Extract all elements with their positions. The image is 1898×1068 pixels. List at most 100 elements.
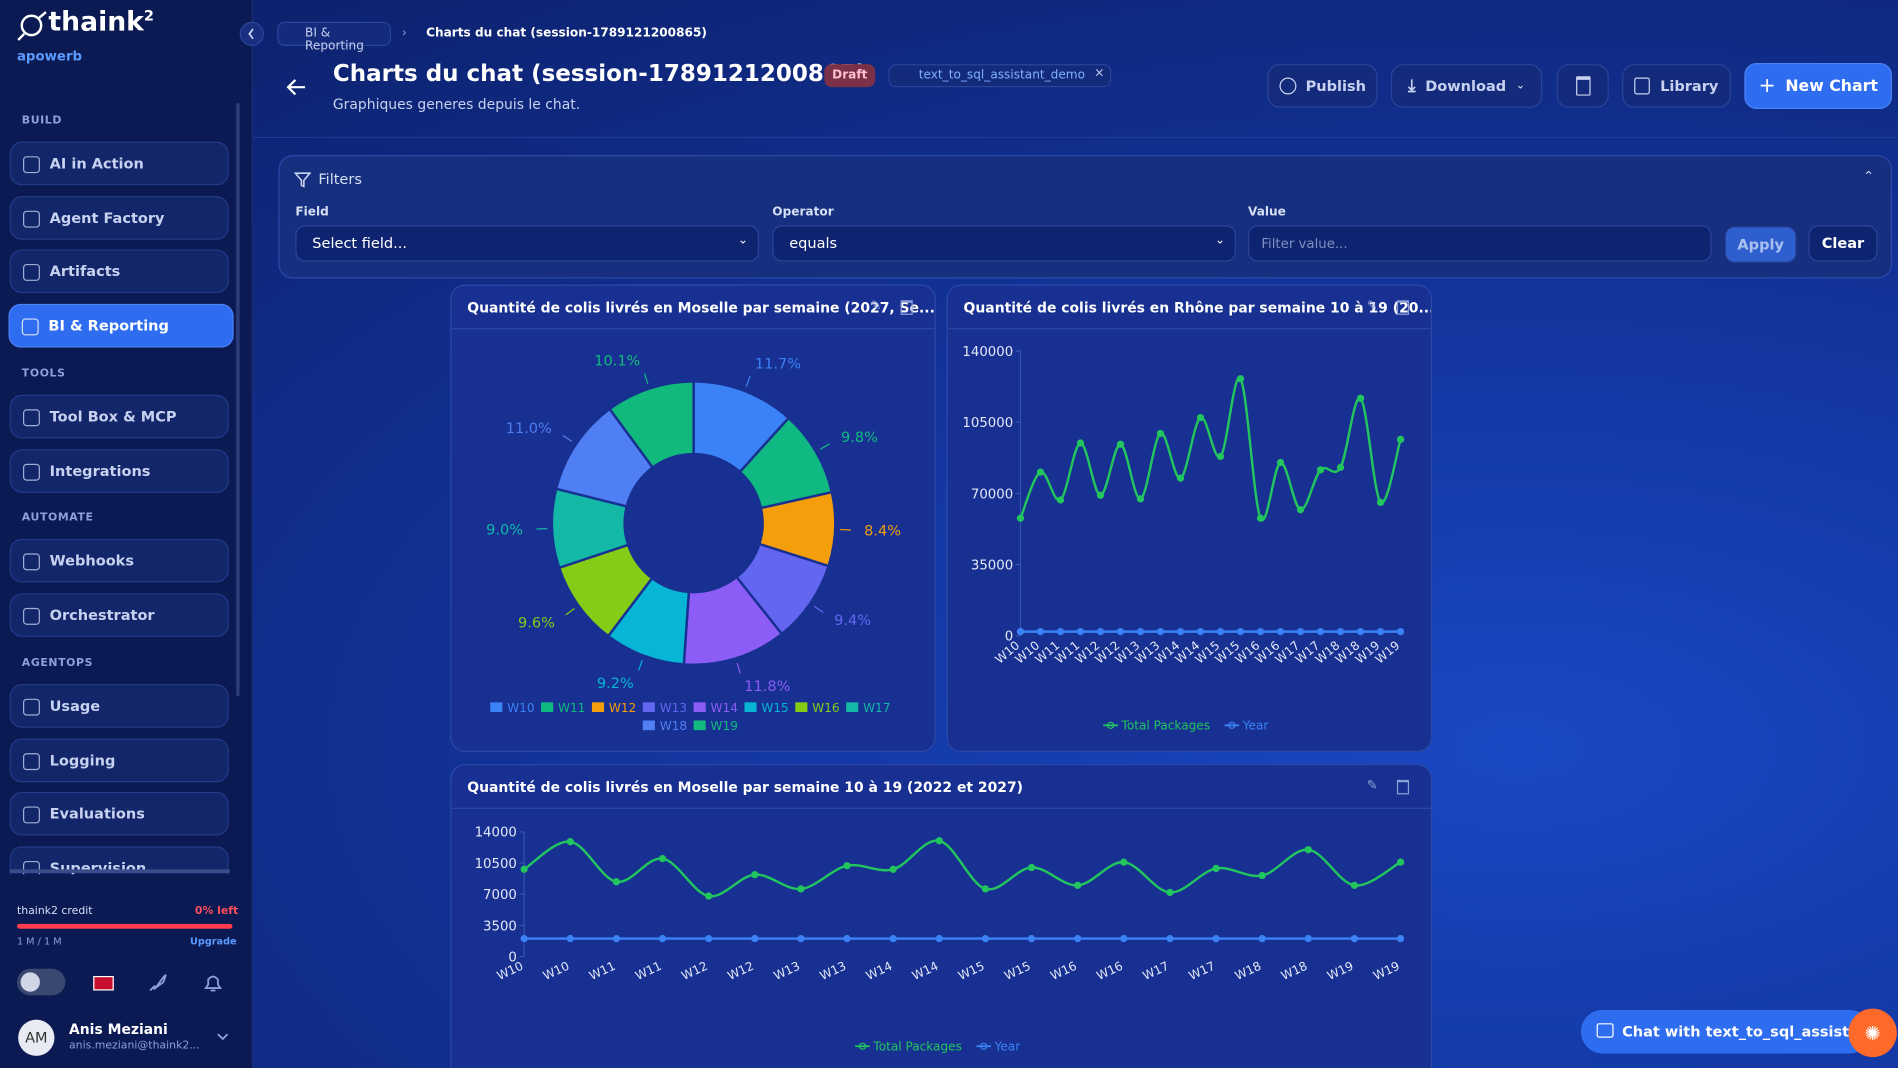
legend-swatch	[693, 702, 706, 713]
publish-button[interactable]: Publish	[1267, 64, 1378, 108]
data-label: 9.2%	[597, 676, 634, 692]
data-point	[1316, 627, 1325, 636]
nav-icon	[22, 210, 40, 228]
nav-item[interactable]: BI & Reporting	[8, 303, 234, 348]
y-tick-label: 105000	[962, 416, 1013, 431]
data-point	[566, 838, 574, 846]
chevron[interactable]	[215, 1030, 230, 1042]
section-title: TOOLS	[21, 368, 66, 381]
field-label: Field	[295, 205, 329, 220]
legend-label: W12	[609, 701, 636, 715]
library-button[interactable]: Library	[1622, 64, 1732, 108]
chat-button[interactable]: Chat with text_to_sql_assistant_d	[1580, 1009, 1872, 1054]
clear-button[interactable]: Clear	[1808, 225, 1878, 262]
nav-item[interactable]: Usage	[9, 684, 229, 728]
nav-label: Usage	[49, 697, 101, 715]
data-point	[1256, 514, 1265, 522]
chart: 0 3500 7000 10500 14000 W10 W10 W11 W11 W12 W12 W13…	[475, 826, 1405, 1053]
data-point	[981, 885, 990, 893]
chat-button-label: Chat with text_to_sql_assistant_d	[1622, 1023, 1872, 1041]
data-point	[797, 885, 805, 893]
legend-label: W18	[660, 719, 687, 733]
data-point	[1136, 495, 1145, 503]
data-point	[751, 871, 759, 879]
data-point	[1350, 881, 1359, 889]
source-tag: text_to_sql_assistant_demo	[888, 64, 1112, 88]
breadcrumb-link[interactable]: BI & Reporting	[277, 21, 391, 53]
x-tick-label: W12	[679, 959, 710, 983]
header-divider	[252, 136, 1898, 139]
new-chart-button[interactable]: + New Chart	[1744, 62, 1893, 109]
data-label: 11.0%	[506, 421, 552, 437]
y-tick-label: 0	[1005, 630, 1013, 645]
tag-remove[interactable]: ×	[1094, 66, 1105, 80]
credit-label: thaink2 credit	[16, 905, 93, 918]
field-select[interactable]: Select field... ⌄	[295, 225, 759, 262]
edit-icon[interactable]: ✎	[1366, 777, 1378, 794]
nav-item[interactable]: Evaluations	[9, 792, 229, 836]
x-tick-label: W10	[495, 959, 526, 983]
nav-item[interactable]: Tool Box & MCP	[9, 394, 229, 439]
data-point	[1120, 858, 1128, 866]
help-bubble[interactable]: ✺	[1848, 1008, 1897, 1058]
nav-label: Tool Box & MCP	[49, 408, 177, 426]
data-point	[1336, 463, 1345, 472]
breadcrumb-current: Charts du chat (session-1789121200865)	[426, 26, 707, 40]
label-leader	[813, 605, 824, 613]
language-flag[interactable]	[93, 975, 114, 991]
collapse-filters[interactable]: ⌃	[1862, 168, 1875, 185]
delete-icon[interactable]	[900, 300, 913, 315]
nav-item[interactable]: AI in Action	[9, 141, 229, 186]
operator-select[interactable]: equals ⌄	[772, 225, 1236, 262]
nav-item[interactable]: Agent Factory	[9, 195, 229, 240]
edit-icon[interactable]: ✎	[1366, 297, 1378, 314]
filters-title: Filters	[318, 170, 362, 188]
y-tick-label: 3500	[483, 919, 517, 934]
brand: thaink2	[48, 7, 154, 38]
upgrade-link[interactable]: Upgrade	[190, 936, 237, 947]
bell-icon[interactable]	[201, 971, 225, 995]
filter-icon	[294, 172, 312, 188]
data-point	[1376, 627, 1385, 636]
data-label: 9.8%	[841, 430, 878, 446]
chat-icon	[1596, 1023, 1614, 1038]
delete-icon[interactable]	[1396, 779, 1410, 795]
data-point	[705, 934, 713, 943]
legend-dot	[1228, 721, 1236, 729]
data-point	[1036, 468, 1045, 476]
delete-icon[interactable]	[1396, 300, 1410, 315]
legend-label: Total Packages	[872, 1039, 962, 1053]
x-tick-label: W13	[771, 959, 802, 983]
back-button[interactable]	[284, 75, 308, 99]
delete-button[interactable]	[1556, 64, 1609, 108]
data-point	[1396, 435, 1405, 444]
data-point	[1316, 466, 1325, 474]
nav-item[interactable]: Artifacts	[9, 249, 229, 294]
data-point	[520, 934, 528, 943]
data-point	[1156, 627, 1165, 636]
data-point	[1396, 934, 1405, 943]
label-leader	[643, 373, 649, 385]
x-tick-label: W17	[1140, 959, 1171, 983]
pie-slice	[607, 380, 695, 470]
apply-button[interactable]: Apply	[1724, 226, 1797, 263]
nav-label: Orchestrator	[49, 606, 155, 624]
nav-item[interactable]: Logging	[9, 738, 229, 782]
nav-item[interactable]: Orchestrator	[9, 592, 229, 637]
data-point	[658, 854, 667, 863]
line-series	[523, 839, 1402, 898]
nav-item[interactable]: Integrations	[9, 448, 229, 493]
nav-icon	[22, 264, 40, 282]
edit-icon[interactable]: ✎	[870, 297, 882, 314]
rocket-icon[interactable]	[145, 971, 169, 995]
theme-toggle[interactable]	[16, 968, 66, 996]
data-point	[1027, 934, 1036, 943]
collapse-button[interactable]	[239, 21, 264, 47]
data-point	[1016, 514, 1025, 522]
download-button[interactable]: ⤓ Download ⌄	[1390, 64, 1543, 108]
data-point	[1256, 627, 1265, 636]
nav-item[interactable]: Webhooks	[9, 538, 229, 583]
section-title: BUILD	[21, 115, 63, 128]
value-input[interactable]: Filter value...	[1248, 225, 1712, 262]
credit-left: 0% left	[194, 905, 239, 918]
